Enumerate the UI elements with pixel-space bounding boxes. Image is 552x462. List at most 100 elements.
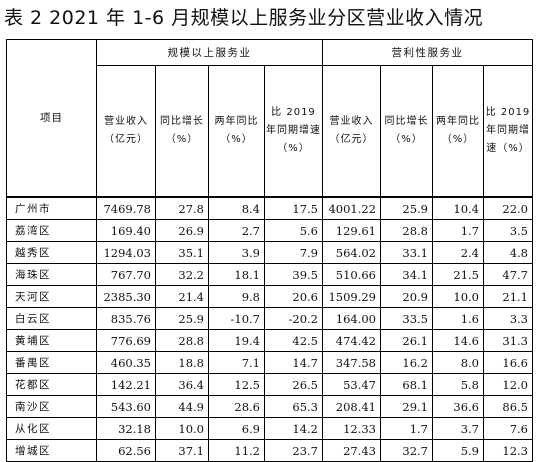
cell-value: 31.3 <box>483 329 533 352</box>
cell-value: 3.3 <box>483 307 533 330</box>
cell-value: 4001.22 <box>322 196 381 220</box>
cell-value: 47.7 <box>483 263 533 286</box>
cell-value: 8.0 <box>432 351 484 374</box>
cell-value: 37.1 <box>155 439 209 462</box>
cell-value: 4.8 <box>483 241 533 264</box>
table-row: 黄埔区 776.69 28.8 19.4 42.5 474.42 26.1 14.6 31.3 <box>6 329 533 352</box>
cell-value: 2.7 <box>208 219 265 242</box>
header-group-profit-services: 营利性服务业 <box>322 39 533 66</box>
cell-value: 3.5 <box>483 219 533 242</box>
cell-value: 29.1 <box>380 395 433 418</box>
cell-value: 42.5 <box>264 329 323 352</box>
cell-value: 1.6 <box>432 307 484 330</box>
row-name: 花都区 <box>6 373 97 396</box>
cell-value: 835.76 <box>96 307 156 330</box>
cell-value: 6.9 <box>208 417 265 440</box>
row-name: 从化区 <box>6 417 97 440</box>
table-row: 南沙区 543.60 44.9 28.6 65.3 208.41 29.1 36.6 86.5 <box>6 395 533 418</box>
cell-value: 14.2 <box>264 417 323 440</box>
cell-value: 23.7 <box>264 439 323 462</box>
cell-value: 7.9 <box>264 241 323 264</box>
cell-value: 36.4 <box>155 373 209 396</box>
table-row: 花都区 142.21 36.4 12.5 26.5 53.47 68.1 5.8 12.0 <box>6 373 533 396</box>
table-row: 荔湾区 169.40 26.9 2.7 5.6 129.61 28.8 1.7 3.5 <box>6 219 533 242</box>
cell-value: 28.8 <box>380 219 433 242</box>
table-row: 越秀区 1294.03 35.1 3.9 7.9 564.02 33.1 2.4 4.8 <box>6 241 533 264</box>
header-col-2: 同比增长（%） <box>155 65 209 198</box>
cell-value: 8.4 <box>208 196 265 220</box>
cell-value: 474.42 <box>322 329 381 352</box>
row-name: 南沙区 <box>6 395 97 418</box>
header-group-scale-services: 规模以上服务业 <box>96 39 323 66</box>
cell-value: 1.7 <box>432 219 484 242</box>
row-name: 黄埔区 <box>6 329 97 352</box>
cell-value: 14.6 <box>432 329 484 352</box>
cell-value: 18.8 <box>155 351 209 374</box>
cell-value: 510.66 <box>322 263 381 286</box>
cell-value: 1294.03 <box>96 241 156 264</box>
cell-value: 53.47 <box>322 373 381 396</box>
cell-value: 10.4 <box>432 196 484 220</box>
cell-value: 21.5 <box>432 263 484 286</box>
cell-value: 7.6 <box>483 417 533 440</box>
cell-value: 2.4 <box>432 241 484 264</box>
cell-value: 33.5 <box>380 307 433 330</box>
cell-value: 11.2 <box>208 439 265 462</box>
cell-value: 25.9 <box>380 196 433 220</box>
row-name: 番禺区 <box>6 351 97 374</box>
cell-value: 32.2 <box>155 263 209 286</box>
cell-value: 3.7 <box>432 417 484 440</box>
header-col-6: 同比增长（%） <box>380 65 433 198</box>
cell-value: 32.18 <box>96 417 156 440</box>
row-name: 增城区 <box>6 439 97 462</box>
cell-value: 5.6 <box>264 219 323 242</box>
cell-value: 28.8 <box>155 329 209 352</box>
cell-value: 26.9 <box>155 219 209 242</box>
cell-value: 10.0 <box>155 417 209 440</box>
cell-value: 20.9 <box>380 285 433 308</box>
cell-value: 12.5 <box>208 373 265 396</box>
cell-value: 32.7 <box>380 439 433 462</box>
cell-value: 10.0 <box>432 285 484 308</box>
cell-value: 39.5 <box>264 263 323 286</box>
row-name: 海珠区 <box>6 263 97 286</box>
cell-value: 27.43 <box>322 439 381 462</box>
cell-value: 34.1 <box>380 263 433 286</box>
cell-value: 347.58 <box>322 351 381 374</box>
table-row: 天河区 2385.30 21.4 9.8 20.6 1509.29 20.9 10.0 21.1 <box>6 285 533 308</box>
cell-value: 1.7 <box>380 417 433 440</box>
cell-value: 767.70 <box>96 263 156 286</box>
cell-value: 65.3 <box>264 395 323 418</box>
cell-value: 9.8 <box>208 285 265 308</box>
table-row: 白云区 835.76 25.9 -10.7 -20.2 164.00 33.5 1.6 3.3 <box>6 307 533 330</box>
row-name: 越秀区 <box>6 241 97 264</box>
header-col-8: 比 2019 年同期增速（%） <box>483 65 533 198</box>
row-name: 白云区 <box>6 307 97 330</box>
row-name: 荔湾区 <box>6 219 97 242</box>
cell-value: 35.1 <box>155 241 209 264</box>
cell-value: 7.1 <box>208 351 265 374</box>
cell-value: 164.00 <box>322 307 381 330</box>
cell-value: 12.3 <box>483 439 533 462</box>
cell-value: 33.1 <box>380 241 433 264</box>
table-row: 番禺区 460.35 18.8 7.1 14.7 347.58 16.2 8.0 16.6 <box>6 351 533 374</box>
cell-value: 25.9 <box>155 307 209 330</box>
header-col-7: 两年同比（%） <box>432 65 484 198</box>
table-row: 海珠区 767.70 32.2 18.1 39.5 510.66 34.1 21.5 47.7 <box>6 263 533 286</box>
cell-value: 14.7 <box>264 351 323 374</box>
header-col-5: 营业收入（亿元） <box>322 65 381 198</box>
cell-value: 208.41 <box>322 395 381 418</box>
cell-value: 2385.30 <box>96 285 156 308</box>
cell-value: 12.0 <box>483 373 533 396</box>
cell-value: 5.9 <box>432 439 484 462</box>
header-col-1: 营业收入（亿元） <box>96 65 156 198</box>
cell-value: 129.61 <box>322 219 381 242</box>
cell-value: 18.1 <box>208 263 265 286</box>
cell-value: -10.7 <box>208 307 265 330</box>
cell-value: 68.1 <box>380 373 433 396</box>
cell-value: 19.4 <box>208 329 265 352</box>
table-title: 表 2 2021 年 1-6 月规模以上服务业分区营业收入情况 <box>4 7 484 29</box>
cell-value: 776.69 <box>96 329 156 352</box>
cell-value: 7469.78 <box>96 196 156 220</box>
row-name: 广州市 <box>6 196 97 220</box>
